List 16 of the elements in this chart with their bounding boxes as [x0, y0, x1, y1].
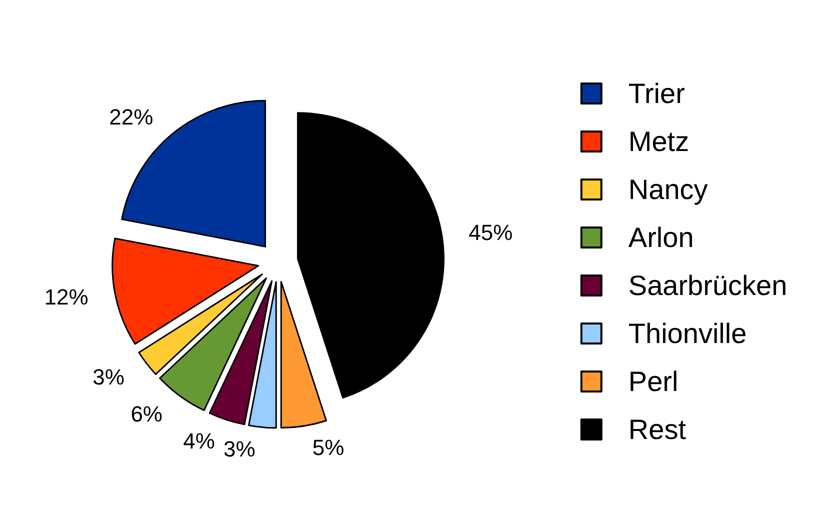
legend-label: Trier: [628, 78, 685, 109]
legend-label: Perl: [628, 366, 678, 397]
data-label: 3%: [92, 364, 124, 390]
legend-label: Rest: [628, 414, 686, 445]
legend-label: Arlon: [628, 222, 694, 253]
data-label: 5%: [312, 435, 344, 460]
legend-label: Thionville: [628, 318, 747, 349]
legend-label: Nancy: [628, 174, 708, 205]
data-label: 12%: [44, 284, 88, 310]
data-label: 45%: [468, 220, 513, 246]
data-label: 6%: [130, 402, 162, 427]
data-label: 3%: [224, 436, 256, 462]
legend-label: Metz: [628, 126, 690, 157]
legend-label: Saarbrücken: [628, 270, 788, 301]
data-label: 22%: [109, 104, 154, 130]
data-label: 4%: [183, 428, 215, 454]
